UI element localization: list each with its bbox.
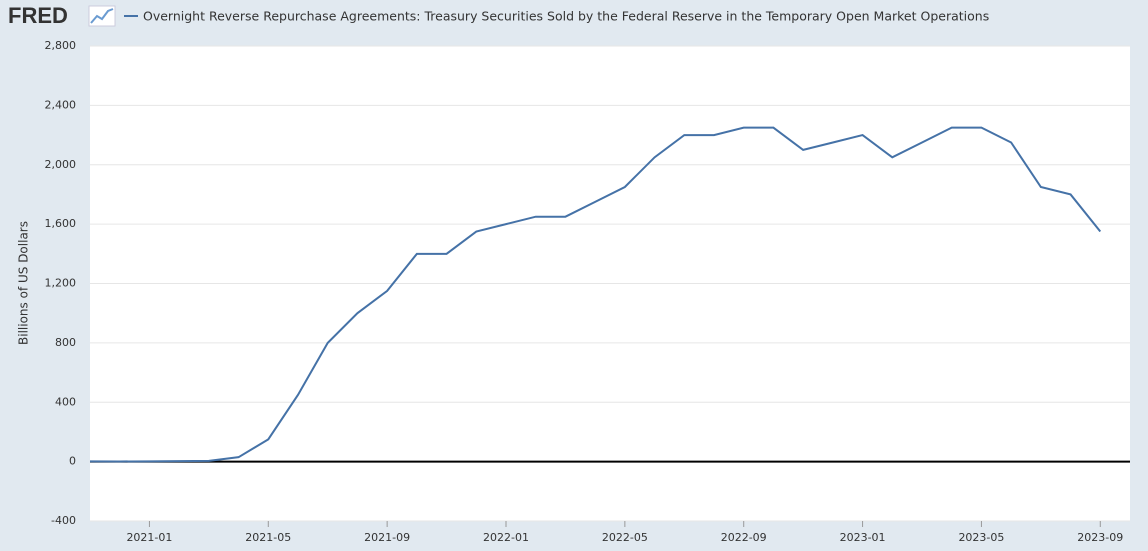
logo-icon [88, 5, 116, 27]
y-tick-label: 2,800 [45, 39, 77, 52]
y-tick-label: 1,600 [45, 217, 77, 230]
legend-label: Overnight Reverse Repurchase Agreements:… [143, 9, 989, 24]
x-tick-label: 2023-01 [840, 531, 886, 544]
x-tick-label: 2021-09 [364, 531, 410, 544]
y-tick-label: 2,400 [45, 98, 77, 111]
y-tick-label: -400 [51, 514, 76, 527]
y-tick-label: 400 [55, 395, 76, 408]
data-line [89, 126, 1102, 463]
y-tick-label: 800 [55, 336, 76, 349]
x-tick-label: 2022-05 [602, 531, 648, 544]
x-tick-label: 2023-09 [1077, 531, 1123, 544]
logo: FRED [8, 3, 68, 28]
y-tick-label: 1,200 [45, 277, 77, 290]
x-tick-label: 2021-01 [126, 531, 172, 544]
x-tick-label: 2023-05 [958, 531, 1004, 544]
x-tick-label: 2022-01 [483, 531, 529, 544]
x-tick-label: 2021-05 [245, 531, 291, 544]
y-axis-label: Billions of US Dollars [17, 221, 31, 345]
y-tick-label: 2,000 [45, 158, 77, 171]
y-tick-label: 0 [69, 455, 76, 468]
x-tick-label: 2022-09 [721, 531, 767, 544]
